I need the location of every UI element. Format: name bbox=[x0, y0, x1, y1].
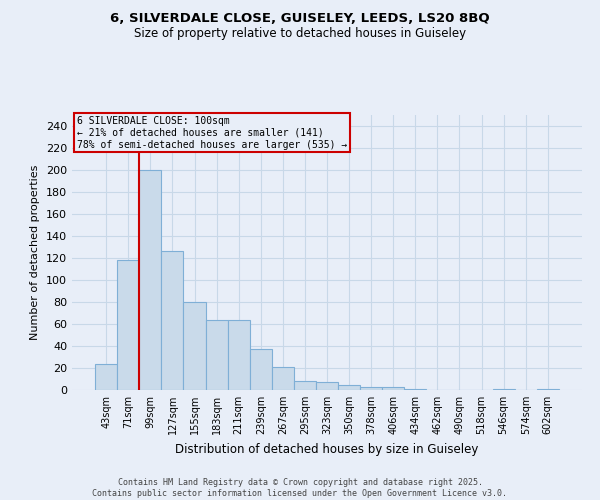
Bar bbox=[250, 350, 272, 390]
Bar bbox=[227, 320, 250, 390]
Bar bbox=[161, 252, 184, 390]
Bar bbox=[382, 386, 404, 390]
Bar bbox=[493, 389, 515, 390]
Bar bbox=[294, 381, 316, 390]
Bar bbox=[272, 367, 294, 390]
Text: Contains HM Land Registry data © Crown copyright and database right 2025.
Contai: Contains HM Land Registry data © Crown c… bbox=[92, 478, 508, 498]
Bar bbox=[404, 389, 427, 390]
Bar bbox=[95, 364, 117, 390]
Bar bbox=[360, 386, 382, 390]
X-axis label: Distribution of detached houses by size in Guiseley: Distribution of detached houses by size … bbox=[175, 442, 479, 456]
Bar bbox=[184, 302, 206, 390]
Text: Size of property relative to detached houses in Guiseley: Size of property relative to detached ho… bbox=[134, 28, 466, 40]
Bar bbox=[206, 320, 227, 390]
Bar bbox=[117, 260, 139, 390]
Bar bbox=[139, 170, 161, 390]
Bar bbox=[316, 382, 338, 390]
Text: 6, SILVERDALE CLOSE, GUISELEY, LEEDS, LS20 8BQ: 6, SILVERDALE CLOSE, GUISELEY, LEEDS, LS… bbox=[110, 12, 490, 26]
Bar bbox=[537, 389, 559, 390]
Bar bbox=[338, 384, 360, 390]
Y-axis label: Number of detached properties: Number of detached properties bbox=[31, 165, 40, 340]
Text: 6 SILVERDALE CLOSE: 100sqm
← 21% of detached houses are smaller (141)
78% of sem: 6 SILVERDALE CLOSE: 100sqm ← 21% of deta… bbox=[77, 116, 347, 150]
